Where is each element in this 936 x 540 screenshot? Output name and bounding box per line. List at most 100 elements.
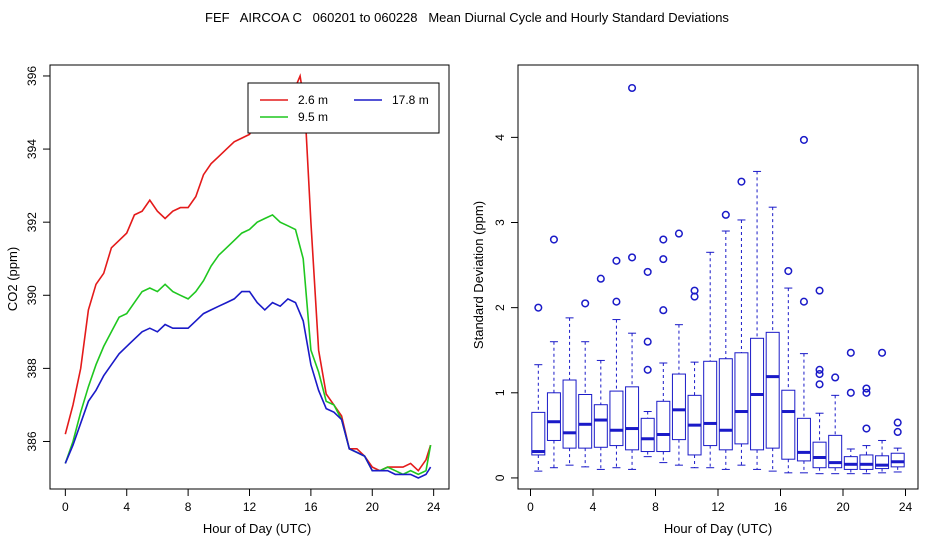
box-iqr <box>781 389 796 460</box>
box-iqr <box>812 441 827 469</box>
box-hour-3.5 <box>578 299 593 468</box>
left-y-tick-label: 388 <box>25 358 39 378</box>
left-y-tick-label: 390 <box>25 285 39 305</box>
left-x-tick-label: 4 <box>123 500 130 514</box>
figure-title: FEF AIRCOA C 060201 to 060228 Mean Diurn… <box>205 10 729 25</box>
box-hour-0.5 <box>531 303 546 472</box>
box-hour-13.5 <box>734 177 749 466</box>
legend-label: 17.8 m <box>392 93 429 107</box>
box-iqr <box>828 434 843 469</box>
outlier-point <box>878 348 887 357</box>
box-iqr <box>718 358 733 451</box>
box-hour-1.5 <box>546 235 561 469</box>
box-hour-4.5 <box>593 274 608 470</box>
outlier-point <box>643 267 652 276</box>
box-iqr <box>625 386 640 451</box>
box-hour-14.5 <box>750 170 765 470</box>
outlier-point <box>784 266 793 276</box>
legend-label: 9.5 m <box>298 110 328 124</box>
outlier-point <box>831 373 840 382</box>
right-x-tick-label: 24 <box>899 500 913 514</box>
left-xlabel: Hour of Day (UTC) <box>203 521 311 536</box>
box-iqr <box>578 393 593 449</box>
series-line-9-5-m <box>64 213 432 476</box>
box-hour-15.5 <box>765 206 780 472</box>
box-iqr <box>890 452 905 468</box>
outlier-point <box>893 418 902 427</box>
right-plot-frame <box>517 64 919 490</box>
outlier-point <box>612 297 621 306</box>
outlier-point <box>893 427 902 437</box>
right-y-tick-label: 2 <box>493 304 507 311</box>
left-chart: Hour of Day (UTC) CO2 (ppm) 0 4 8 12 16 20 24 3… <box>5 64 450 536</box>
outlier-point <box>674 229 683 238</box>
outlier-point <box>862 388 871 397</box>
box-hour-17.5 <box>796 135 811 474</box>
box-hour-10.5 <box>687 286 702 469</box>
box-hour-2.5 <box>562 317 577 466</box>
outlier-point <box>690 286 699 295</box>
box-hour-8.5 <box>656 235 671 464</box>
outlier-point <box>596 274 605 283</box>
left-y-tick-label: 386 <box>25 431 39 451</box>
box-hour-5.5 <box>609 256 624 469</box>
left-x-tick-label: 8 <box>185 500 192 514</box>
right-ylabel: Standard Deviation (ppm) <box>471 201 486 349</box>
box-hour-21.5 <box>859 384 874 475</box>
outlier-point <box>659 306 668 315</box>
box-iqr <box>656 400 671 453</box>
box-hour-23.5 <box>890 418 905 473</box>
box-hour-9.5 <box>671 229 686 466</box>
left-x-tick-label: 0 <box>62 500 69 514</box>
left-x-tick-label: 16 <box>304 500 318 514</box>
right-y-tick-label: 0 <box>493 474 507 481</box>
box-hour-18.5 <box>812 286 827 475</box>
outlier-point <box>643 337 652 346</box>
box-iqr <box>640 417 655 453</box>
right-x-tick-label: 8 <box>652 500 659 514</box>
box-hour-19.5 <box>828 373 843 475</box>
outlier-point <box>799 135 808 144</box>
legend-label: 2.6 m <box>298 93 328 107</box>
box-hour-20.5 <box>843 348 858 475</box>
outlier-point <box>815 286 824 295</box>
left-ylabel: CO2 (ppm) <box>5 247 20 311</box>
right-x-tick-label: 0 <box>527 500 534 514</box>
outlier-point <box>815 370 824 379</box>
outlier-point <box>628 83 637 93</box>
left-y-tick-label: 396 <box>25 66 39 86</box>
box-iqr <box>734 352 749 445</box>
box-hour-16.5 <box>781 266 796 474</box>
box-iqr <box>546 392 561 441</box>
box-iqr <box>531 411 546 456</box>
outlier-point <box>581 299 590 308</box>
box-hour-6.5 <box>625 83 640 470</box>
box-iqr <box>562 379 577 449</box>
box-iqr <box>765 331 780 449</box>
outlier-point <box>721 210 730 219</box>
outlier-point <box>628 253 637 262</box>
box-hour-22.5 <box>875 348 890 474</box>
outlier-point <box>846 388 855 397</box>
box-iqr <box>609 390 624 447</box>
outlier-point <box>799 297 808 306</box>
outlier-point <box>815 380 824 389</box>
outlier-point <box>846 348 855 357</box>
outlier-point <box>862 384 871 393</box>
right-y-tick-label: 1 <box>493 389 507 396</box>
right-x-tick-label: 20 <box>836 500 850 514</box>
left-y-tick-label: 392 <box>25 212 39 232</box>
outlier-point <box>643 365 652 374</box>
right-y-tick-label: 3 <box>493 219 507 226</box>
right-chart: Hour of Day (UTC) Standard Deviation (pp… <box>471 64 919 536</box>
right-x-tick-label: 12 <box>711 500 725 514</box>
box-hour-7.5 <box>640 267 655 458</box>
left-x-tick-label: 12 <box>243 500 257 514</box>
outlier-point <box>659 235 668 244</box>
left-x-tick-label: 24 <box>427 500 441 514</box>
box-iqr <box>796 417 811 462</box>
outlier-point <box>659 255 668 264</box>
left-legend-box <box>247 82 440 134</box>
box-iqr <box>593 404 608 448</box>
